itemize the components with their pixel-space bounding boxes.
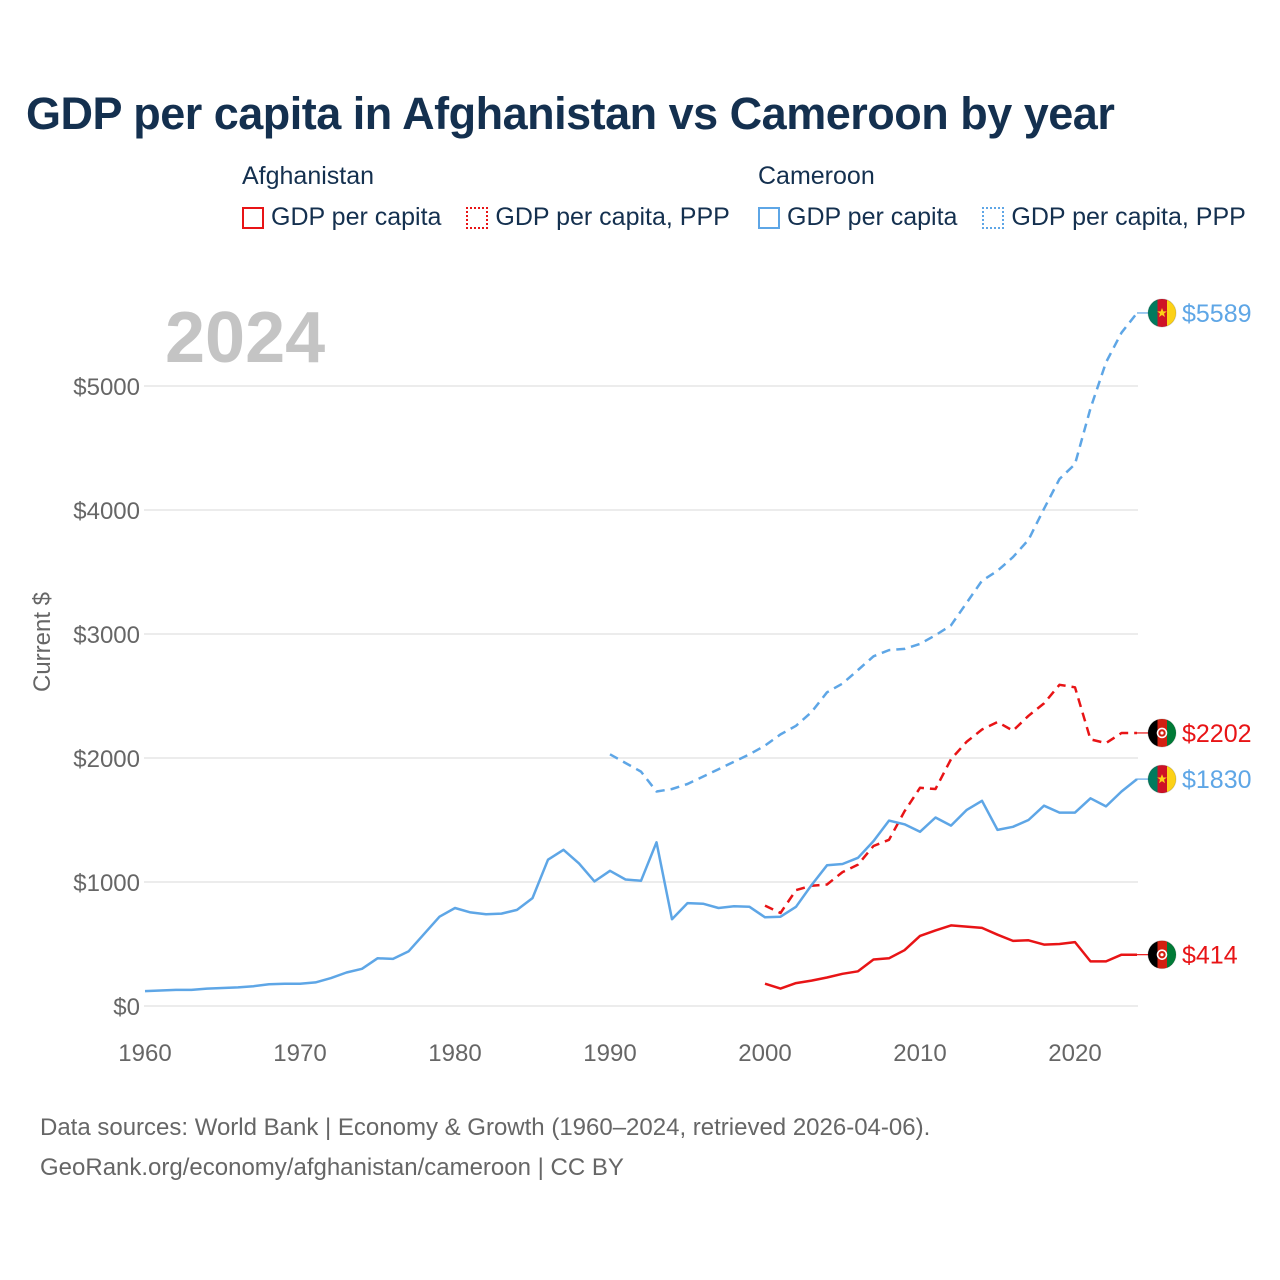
legend-label: GDP per capita, PPP bbox=[495, 203, 730, 231]
y-tick-label: $1000 bbox=[73, 870, 140, 897]
legend-item-afghanistan-gdp[interactable]: GDP per capita bbox=[242, 203, 441, 232]
legend-swatch-dotted bbox=[982, 206, 1005, 229]
data-sources: Data sources: World Bank | Economy & Gro… bbox=[40, 1114, 931, 1141]
footer: Data sources: World Bank | Economy & Gro… bbox=[40, 1108, 930, 1188]
legend-swatch-solid bbox=[242, 206, 264, 229]
label-layer: $0 $1000 $2000 $3000 $4000 $5000 1960 1970 1980 1… bbox=[73, 298, 1252, 1067]
cameroon-flag-icon bbox=[1147, 298, 1177, 328]
series-line-afghanistan-gdp-per-capita-ppp[interactable] bbox=[764, 683, 1137, 915]
afghanistan-flag-icon bbox=[1147, 940, 1177, 970]
end-value-label: $5589 bbox=[1182, 300, 1252, 328]
series-line-afghanistan-gdp-per-capita[interactable] bbox=[764, 924, 1137, 990]
legend-label: GDP per capita bbox=[271, 203, 442, 231]
grid-layer bbox=[144, 385, 1138, 1007]
legend-swatch-dotted bbox=[466, 206, 489, 229]
series-layer bbox=[144, 312, 1138, 993]
chart-plot: 2024 Current $ $0 $1000 $2000 $3000 $4000 $50… bbox=[29, 298, 1252, 1067]
y-axis-label: Current $ bbox=[29, 592, 56, 692]
legend-item-cameroon-gdp-ppp[interactable]: GDP per capita, PPP bbox=[982, 203, 1246, 232]
legend-label: GDP per capita, PPP bbox=[1011, 203, 1246, 231]
legend-item-afghanistan-gdp-ppp[interactable]: GDP per capita, PPP bbox=[466, 203, 730, 232]
credit-link[interactable]: GeoRank.org/economy/afghanistan/cameroon… bbox=[40, 1154, 624, 1181]
legend-swatch-solid bbox=[758, 206, 780, 229]
y-tick-label: $4000 bbox=[73, 498, 140, 525]
legend-country-cameroon: Cameroon bbox=[758, 162, 875, 190]
chart-title: GDP per capita in Afghanistan vs Cameroo… bbox=[26, 88, 1115, 139]
legend-cameroon: Cameroon GDP per capita GDP per capita, … bbox=[758, 162, 1264, 236]
y-tick-label: $2000 bbox=[73, 746, 140, 773]
y-tick-label: $3000 bbox=[73, 622, 140, 649]
x-tick-label: 2010 bbox=[893, 1040, 946, 1067]
afghanistan-flag-icon bbox=[1147, 718, 1177, 748]
legend-afghanistan: Afghanistan GDP per capita GDP per capit… bbox=[242, 162, 748, 236]
end-value-label: $1830 bbox=[1182, 766, 1252, 794]
x-tick-label: 2000 bbox=[738, 1040, 791, 1067]
cameroon-flag-icon bbox=[1147, 764, 1177, 794]
y-tick-label: $0 bbox=[113, 994, 140, 1021]
x-tick-label: 2020 bbox=[1048, 1040, 1101, 1067]
legend-label: GDP per capita bbox=[787, 203, 958, 231]
legend-country-afghanistan: Afghanistan bbox=[242, 162, 375, 190]
legend-item-cameroon-gdp[interactable]: GDP per capita bbox=[758, 203, 957, 232]
series-line-cameroon-gdp-per-capita-ppp[interactable] bbox=[609, 312, 1138, 793]
x-tick-label: 1980 bbox=[428, 1040, 481, 1067]
x-tick-label: 1960 bbox=[118, 1040, 171, 1067]
end-value-label: $2202 bbox=[1182, 720, 1252, 748]
y-tick-label: $5000 bbox=[73, 374, 140, 401]
year-watermark: 2024 bbox=[165, 298, 325, 378]
end-value-label: $414 bbox=[1182, 942, 1238, 970]
x-tick-label: 1970 bbox=[273, 1040, 326, 1067]
series-line-cameroon-gdp-per-capita[interactable] bbox=[144, 778, 1138, 993]
x-tick-label: 1990 bbox=[583, 1040, 636, 1067]
